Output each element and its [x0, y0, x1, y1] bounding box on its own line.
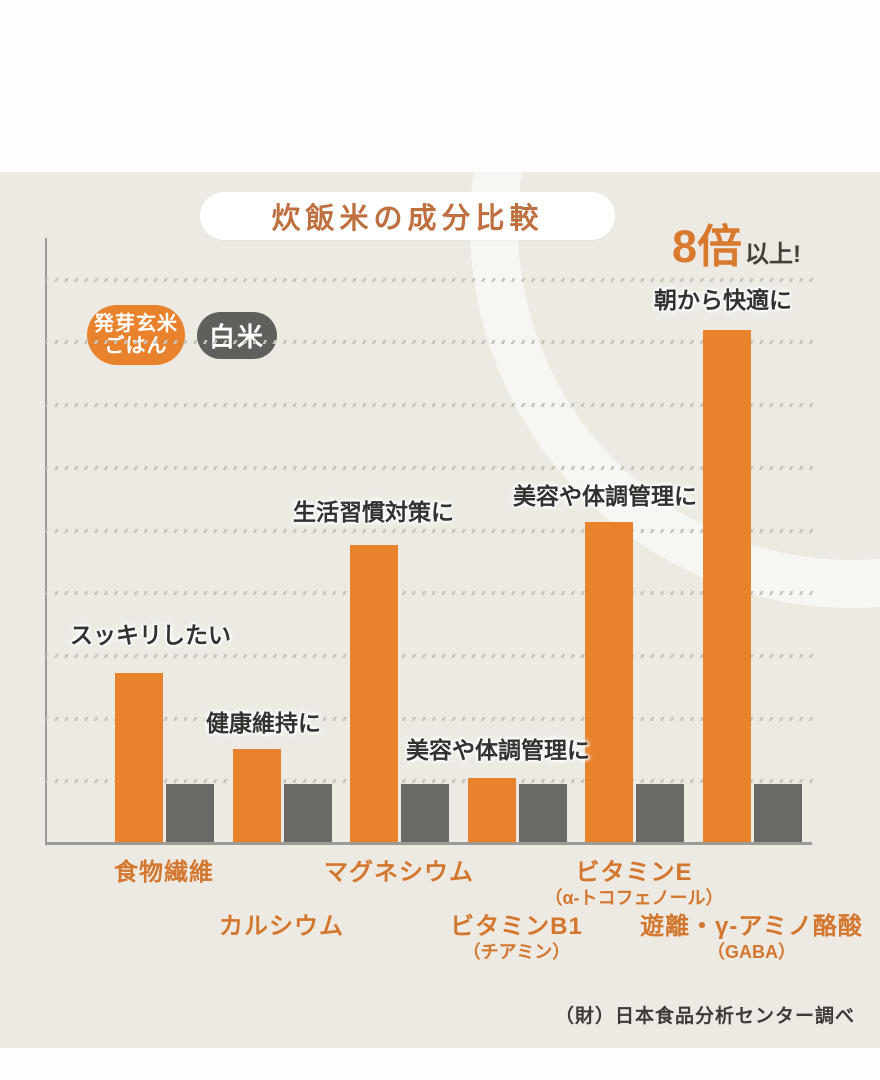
- category-label-0: 食物繊維: [34, 860, 294, 886]
- bar-hakumai-1: [283, 784, 332, 842]
- legend-label-line2: ごはん: [104, 335, 168, 357]
- category-subname: （GABA）: [707, 942, 796, 962]
- gridline: [46, 465, 818, 470]
- category-label-1: カルシウム: [152, 914, 412, 940]
- gridline: [46, 591, 818, 596]
- multiplier-suffix: 以上!: [745, 241, 802, 268]
- gridline: [46, 277, 818, 282]
- category-name: 食物繊維: [114, 859, 214, 886]
- bar-hakumai-4: [636, 784, 684, 842]
- category-name: ビタミンB1: [450, 913, 583, 940]
- bar-genmai-5: [702, 330, 751, 842]
- bar-annotation-4: 美容や体調管理に: [513, 484, 697, 509]
- legend-item-white-rice: 白米: [197, 311, 277, 359]
- gridline: [46, 779, 818, 784]
- bar-hakumai-2: [401, 784, 449, 842]
- gridline: [46, 716, 818, 721]
- legend-label-line1: 発芽玄米: [94, 313, 178, 335]
- bar-genmai-4: [585, 522, 633, 842]
- bar-annotation-5: 朝から快適に: [654, 288, 792, 313]
- gridline: [46, 653, 818, 658]
- category-name: ビタミンE: [575, 859, 693, 886]
- category-name: マグネシウム: [324, 859, 474, 886]
- legend: 発芽玄米 ごはん 白米: [87, 305, 277, 365]
- chart-title-pill: 炊飯米の成分比較: [200, 192, 615, 240]
- bar-annotation-0: スッキリしたい: [70, 623, 231, 648]
- legend-item-germinated-brown-rice: 発芽玄米 ごはん: [87, 305, 185, 365]
- source-credit: （財）日本食品分析センター調べ: [554, 1006, 855, 1027]
- category-name: カルシウム: [219, 913, 344, 940]
- bar-hakumai-3: [518, 784, 567, 842]
- chart-panel: 炊飯米の成分比較 8倍 以上! 発芽玄米 ごはん 白米 スッキリしたい健康維持に…: [0, 172, 880, 1048]
- y-axis-line: [45, 238, 47, 844]
- bar-genmai-0: [115, 673, 163, 842]
- x-axis-line: [45, 842, 812, 845]
- bar-annotation-2: 生活習慣対策に: [293, 500, 454, 525]
- category-subname: （チアミン）: [462, 942, 571, 962]
- category-label-2: マグネシウム: [269, 860, 529, 886]
- category-label-4: ビタミンE （α-トコフェノール）: [504, 860, 764, 909]
- bar-hakumai-0: [166, 784, 214, 842]
- bar-genmai-3: [467, 778, 516, 842]
- multiplier-callout: 8倍 以上!: [672, 224, 801, 269]
- bar-genmai-1: [232, 749, 281, 842]
- category-name: 遊離・γ-アミノ酪酸: [640, 913, 863, 940]
- bar-hakumai-5: [753, 784, 802, 842]
- chart-title: 炊飯米の成分比較: [271, 203, 544, 235]
- bar-annotation-1: 健康維持に: [206, 711, 321, 736]
- category-label-3: ビタミンB1 （チアミン）: [387, 914, 647, 963]
- gridline: [46, 340, 818, 345]
- category-label-5: 遊離・γ-アミノ酪酸 （GABA）: [622, 914, 880, 963]
- bar-annotation-3: 美容や体調管理に: [406, 738, 590, 763]
- gridline: [46, 528, 818, 533]
- gridline: [46, 403, 818, 408]
- multiplier-value: 8倍: [672, 221, 743, 272]
- category-subname: （α-トコフェノール）: [544, 888, 724, 908]
- bar-genmai-2: [350, 545, 398, 842]
